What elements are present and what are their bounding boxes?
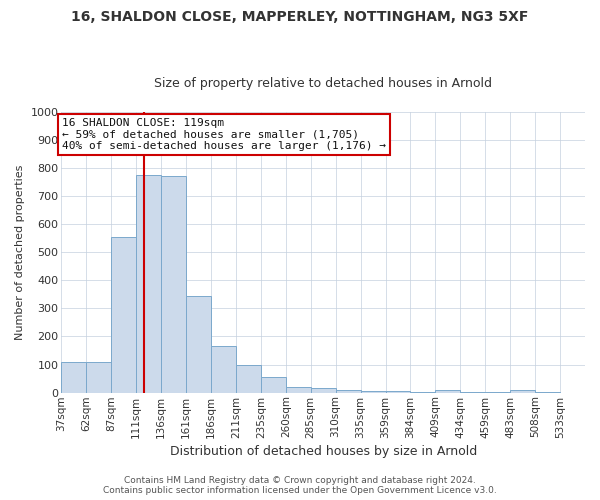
Bar [86, 362, 111, 392]
Y-axis label: Number of detached properties: Number of detached properties [15, 164, 25, 340]
Bar [61, 362, 86, 392]
Bar [311, 388, 335, 392]
Bar [386, 391, 410, 392]
Bar [211, 346, 236, 393]
Text: 16 SHALDON CLOSE: 119sqm
← 59% of detached houses are smaller (1,705)
40% of sem: 16 SHALDON CLOSE: 119sqm ← 59% of detach… [62, 118, 386, 151]
Bar [510, 390, 535, 392]
Bar [335, 390, 361, 392]
Bar [136, 175, 161, 392]
Title: Size of property relative to detached houses in Arnold: Size of property relative to detached ho… [154, 76, 492, 90]
X-axis label: Distribution of detached houses by size in Arnold: Distribution of detached houses by size … [170, 444, 477, 458]
Bar [236, 364, 261, 392]
Bar [111, 236, 136, 392]
Bar [286, 387, 311, 392]
Bar [436, 390, 460, 392]
Text: 16, SHALDON CLOSE, MAPPERLEY, NOTTINGHAM, NG3 5XF: 16, SHALDON CLOSE, MAPPERLEY, NOTTINGHAM… [71, 10, 529, 24]
Bar [186, 296, 211, 392]
Bar [361, 391, 386, 392]
Bar [161, 176, 186, 392]
Text: Contains HM Land Registry data © Crown copyright and database right 2024.
Contai: Contains HM Land Registry data © Crown c… [103, 476, 497, 495]
Bar [261, 377, 286, 392]
